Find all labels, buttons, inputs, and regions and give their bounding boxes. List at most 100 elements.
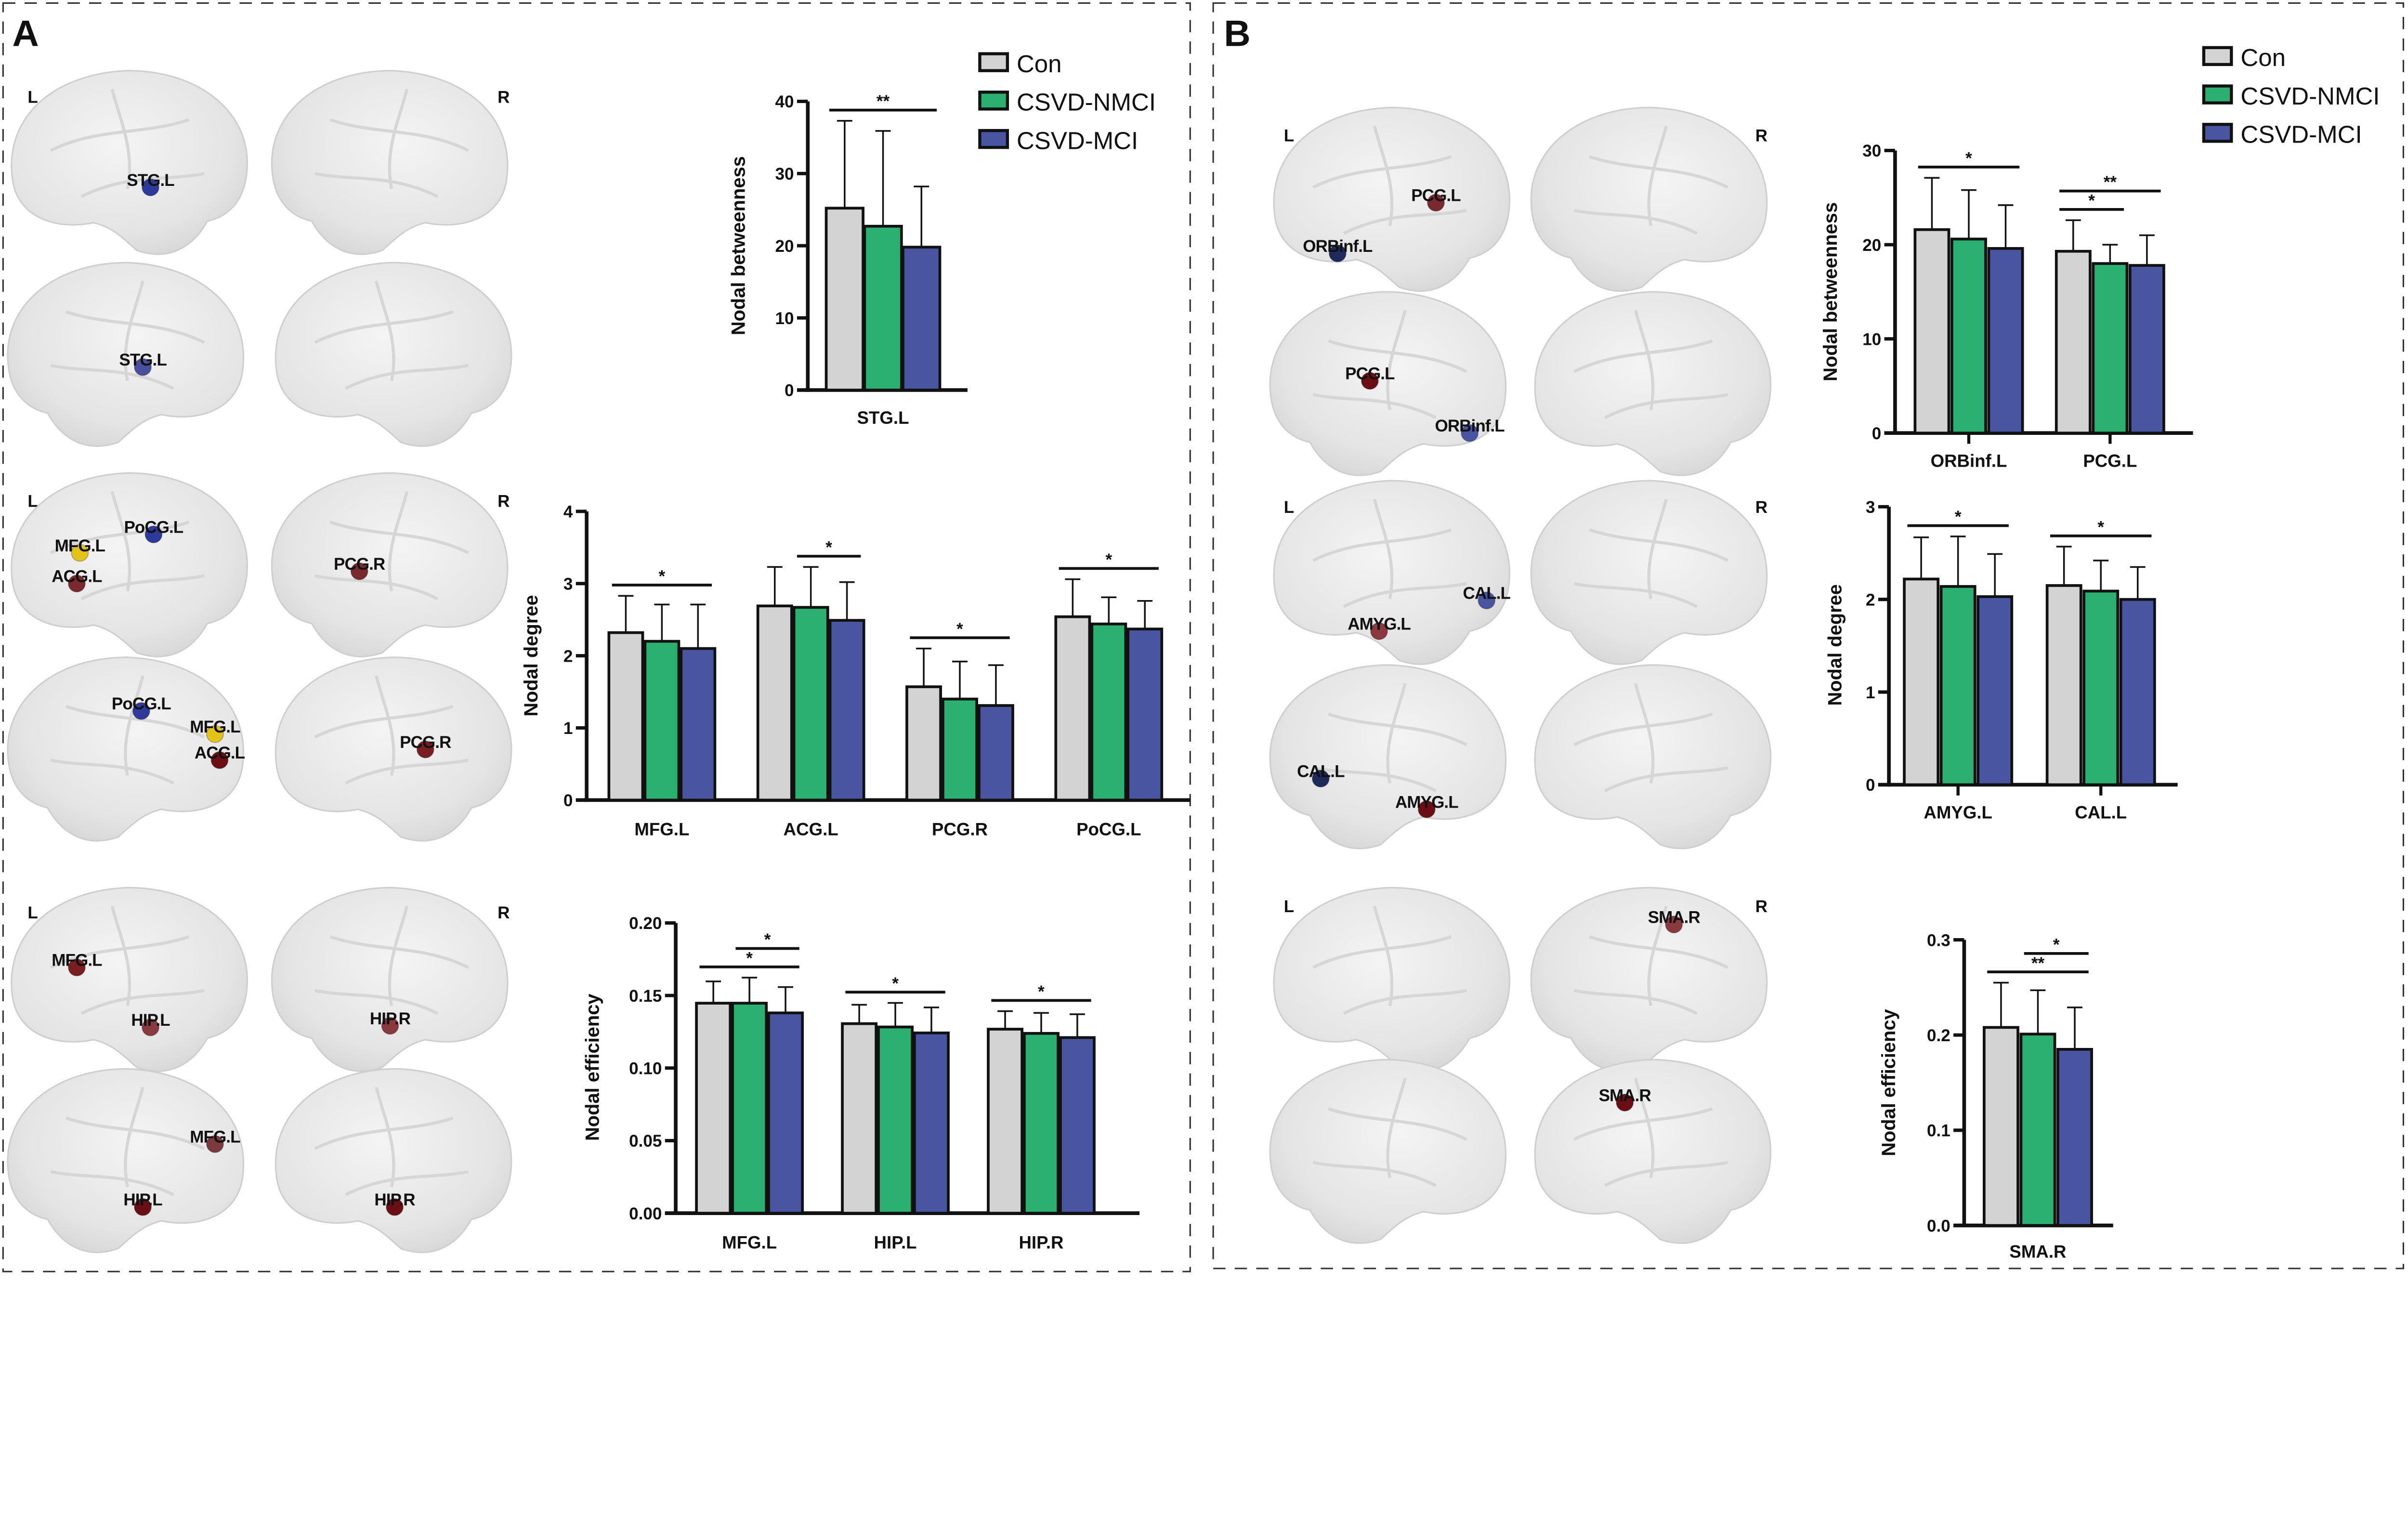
significance-label: *	[892, 974, 899, 993]
brain-surface	[271, 887, 509, 1072]
brain-node-marker	[1478, 591, 1496, 610]
y-tick-label: 0.00	[629, 1204, 662, 1223]
bar-con	[824, 207, 864, 392]
left-hemisphere-label: L	[1284, 498, 1294, 517]
bar-csvd-nmci	[643, 640, 681, 802]
y-axis-title: Nodal degree	[521, 595, 542, 716]
brain-node-label: PCG.R	[334, 555, 385, 574]
brain-block: L R SMA.R SMA.R	[1269, 887, 1772, 1244]
significance-label: **	[877, 92, 890, 111]
x-category-label: SMA.R	[2009, 1242, 2066, 1262]
brain-surface	[1530, 480, 1768, 665]
brain-node-label: PCG.L	[1411, 186, 1461, 205]
brain-surface	[271, 70, 509, 255]
brain-surface	[11, 70, 248, 255]
brain-block: L R PCG.L ORBinf.L PCG.L ORBinf.L	[1269, 106, 1772, 476]
brain-surface	[1269, 664, 1507, 850]
bar-con	[1983, 1026, 2019, 1227]
significance-label: *	[1955, 508, 1962, 526]
brain-surface	[1534, 1059, 1772, 1244]
y-tick-label: 0	[563, 791, 573, 810]
brain-node-marker	[1311, 770, 1330, 788]
legend-label: CSVD-NMCI	[2240, 82, 2380, 110]
brain-node-marker	[1370, 622, 1388, 641]
y-tick-label: 30	[1862, 142, 1881, 160]
significance-label: *	[1038, 982, 1045, 1001]
brain-node-marker	[206, 1135, 224, 1153]
significance-label: *	[764, 930, 771, 949]
brain-surface	[1530, 887, 1768, 1072]
brain-node-marker	[1665, 915, 1683, 934]
brain-node-label: STG.L	[127, 171, 174, 190]
figure: A B L R STG.L STG.L L R PoCG.L MFG.L ACG.L PCG.R P…	[2, 2, 2405, 1272]
bar-con	[2055, 249, 2092, 435]
brain-node-label: CAL.L	[1463, 584, 1511, 603]
bar-csvd-nmci	[2092, 262, 2129, 435]
brain-surface	[11, 887, 248, 1072]
brain-node-label: MFG.L	[52, 951, 102, 970]
left-hemisphere-label: L	[1284, 897, 1294, 916]
brain-block: L R STG.L STG.L	[7, 70, 512, 447]
significance-label: *	[659, 567, 666, 586]
legend-label: CSVD-NMCI	[1017, 89, 1156, 116]
y-tick-label: 10	[775, 309, 794, 328]
brain-surface	[1534, 291, 1772, 476]
brain-renderings: L R STG.L STG.L L R PoCG.L MFG.L ACG.L PCG.R PoCG.…	[7, 70, 1772, 1253]
panel-label-a: A	[13, 13, 39, 54]
significance-label: *	[746, 949, 753, 968]
legend-label: CSVD-MCI	[2240, 121, 2362, 148]
brain-block: L R PoCG.L MFG.L ACG.L PCG.R PoCG.L MFG.L ACG.L P…	[7, 472, 512, 842]
bar-csvd-nmci	[1939, 585, 1976, 786]
brain-node-label: ACG.L	[195, 744, 245, 762]
brain-node-label: AMYG.L	[1348, 615, 1411, 633]
x-category-label: PoCG.L	[1076, 820, 1141, 839]
bar-csvd-nmci	[2019, 1033, 2056, 1227]
x-category-label: MFG.L	[722, 1232, 777, 1252]
y-tick-label: 1	[563, 719, 573, 738]
y-tick-label: 3	[1866, 498, 1875, 517]
bar-csvd-mci	[977, 704, 1014, 802]
brain-node-label: MFG.L	[190, 1127, 240, 1146]
brain-surface	[7, 1068, 244, 1253]
y-tick-label: 0.3	[1927, 931, 1950, 950]
x-category-label: HIP.R	[1019, 1232, 1063, 1252]
legend-label: Con	[2240, 44, 2286, 71]
brain-surface	[271, 472, 509, 657]
bar-csvd-nmci	[1950, 237, 1987, 435]
bar-con	[1913, 228, 1950, 435]
brain-node-marker	[67, 958, 86, 977]
y-tick-label: 4	[563, 503, 573, 522]
brain-node-marker	[206, 725, 224, 743]
brain-surface	[7, 656, 244, 842]
legend-swatch	[2202, 46, 2233, 66]
legend-label: Con	[1017, 50, 1062, 78]
x-category-label: ACG.L	[784, 820, 838, 839]
bar-csvd-mci	[902, 246, 942, 392]
y-axis-title: Nodal betweenness	[728, 156, 749, 335]
y-tick-label: 0.05	[629, 1132, 662, 1151]
bar-csvd-nmci	[731, 1002, 768, 1215]
brain-node-label: SMA.R	[1599, 1086, 1651, 1105]
brain-node-marker	[1361, 372, 1379, 390]
brain-node-marker	[416, 740, 434, 758]
bar-csvd-mci	[1976, 595, 2014, 786]
bar-con	[607, 631, 644, 802]
chart-b-nodal-degree: 0 1 2 3 Nodal degree AMYG.L CAL.L * *	[1824, 498, 2178, 823]
legend-swatch	[978, 91, 1009, 111]
significance-label: *	[1105, 550, 1112, 569]
brain-node-marker	[1426, 194, 1445, 212]
bar-csvd-mci	[2128, 264, 2165, 435]
bar-con	[1054, 615, 1091, 802]
brain-node-marker	[132, 702, 150, 720]
x-category-label: CAL.L	[2075, 803, 2127, 823]
y-tick-label: 30	[775, 165, 794, 183]
y-axis-title: Nodal betweenness	[1820, 202, 1841, 381]
brain-node-label: HIP.R	[370, 1009, 411, 1028]
brain-node-marker	[71, 544, 89, 562]
x-category-label: PCG.R	[932, 820, 988, 839]
brain-node-label: HIP.R	[374, 1190, 415, 1209]
bar-con	[905, 685, 942, 802]
brain-node-label: PCG.L	[1345, 365, 1395, 383]
brain-block: L R CAL.L AMYG.L CAL.L AMYG.L	[1269, 480, 1772, 850]
